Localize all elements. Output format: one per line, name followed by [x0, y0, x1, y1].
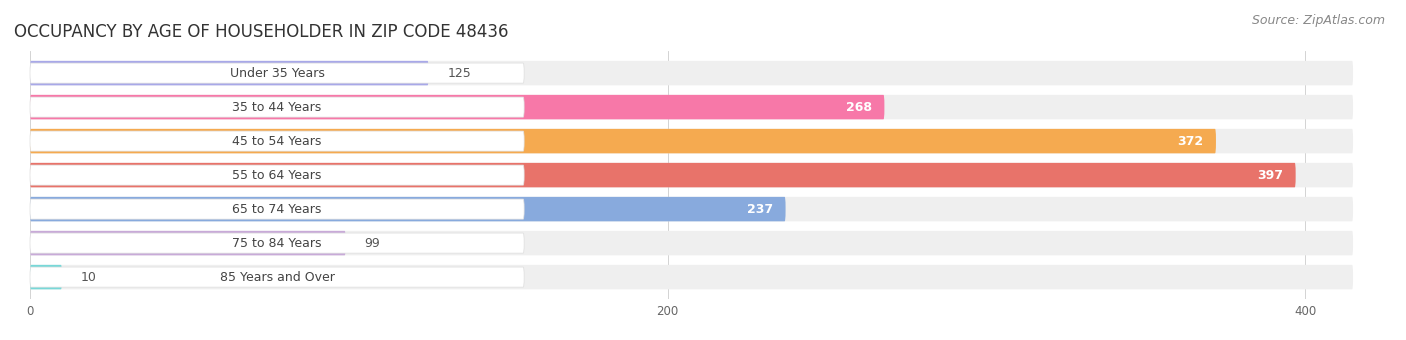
- Text: 65 to 74 Years: 65 to 74 Years: [232, 203, 322, 216]
- Text: 237: 237: [747, 203, 773, 216]
- FancyBboxPatch shape: [30, 63, 524, 83]
- FancyBboxPatch shape: [30, 61, 429, 85]
- FancyBboxPatch shape: [30, 97, 524, 117]
- Text: 125: 125: [447, 67, 471, 80]
- FancyBboxPatch shape: [30, 265, 62, 289]
- Text: 397: 397: [1257, 169, 1282, 182]
- FancyBboxPatch shape: [30, 197, 1353, 221]
- FancyBboxPatch shape: [30, 165, 524, 185]
- FancyBboxPatch shape: [30, 267, 524, 287]
- Text: 55 to 64 Years: 55 to 64 Years: [232, 169, 322, 182]
- FancyBboxPatch shape: [30, 197, 786, 221]
- FancyBboxPatch shape: [30, 95, 1353, 119]
- Text: 268: 268: [845, 101, 872, 114]
- Text: Source: ZipAtlas.com: Source: ZipAtlas.com: [1251, 14, 1385, 27]
- FancyBboxPatch shape: [30, 95, 884, 119]
- Text: OCCUPANCY BY AGE OF HOUSEHOLDER IN ZIP CODE 48436: OCCUPANCY BY AGE OF HOUSEHOLDER IN ZIP C…: [14, 23, 509, 41]
- Text: 10: 10: [82, 271, 97, 284]
- FancyBboxPatch shape: [30, 131, 524, 151]
- FancyBboxPatch shape: [30, 163, 1296, 187]
- Text: 372: 372: [1177, 135, 1204, 148]
- FancyBboxPatch shape: [30, 231, 1353, 255]
- FancyBboxPatch shape: [30, 233, 524, 253]
- Text: 35 to 44 Years: 35 to 44 Years: [232, 101, 322, 114]
- FancyBboxPatch shape: [30, 163, 1353, 187]
- FancyBboxPatch shape: [30, 129, 1216, 153]
- FancyBboxPatch shape: [30, 129, 1353, 153]
- Text: 99: 99: [364, 237, 381, 250]
- FancyBboxPatch shape: [30, 61, 1353, 85]
- Text: Under 35 Years: Under 35 Years: [229, 67, 325, 80]
- FancyBboxPatch shape: [30, 199, 524, 219]
- FancyBboxPatch shape: [30, 265, 1353, 289]
- FancyBboxPatch shape: [30, 231, 346, 255]
- Text: 85 Years and Over: 85 Years and Over: [219, 271, 335, 284]
- Text: 45 to 54 Years: 45 to 54 Years: [232, 135, 322, 148]
- Text: 75 to 84 Years: 75 to 84 Years: [232, 237, 322, 250]
